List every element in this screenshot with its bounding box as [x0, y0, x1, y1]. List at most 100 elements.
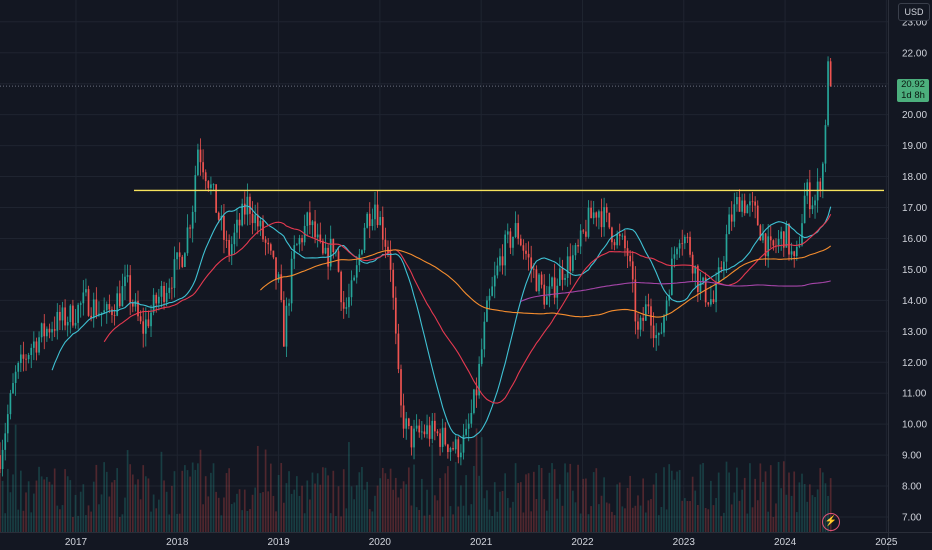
candle-body	[90, 315, 92, 319]
candle-body	[22, 354, 25, 359]
volume-bar	[184, 465, 186, 532]
price-tick-label: 13.00	[902, 327, 927, 338]
volume-bar	[181, 470, 184, 532]
volume-bar	[316, 473, 319, 532]
volume-bar	[376, 485, 379, 532]
candle-body	[329, 238, 332, 267]
time-tick-label: 2025	[875, 537, 898, 548]
candle-body	[77, 304, 79, 323]
volume-bar	[269, 463, 272, 532]
volume-bar	[644, 512, 647, 532]
volume-bar	[108, 496, 111, 532]
candle-body	[808, 182, 811, 210]
candle-body	[69, 305, 72, 323]
volume-bar	[436, 500, 439, 532]
volume-bar	[392, 489, 395, 532]
candle-body	[6, 414, 9, 434]
candle-body	[728, 214, 730, 235]
volume-bar	[522, 512, 525, 532]
volume-bar	[587, 514, 590, 532]
volume-bar	[277, 474, 280, 532]
candle-body	[829, 61, 832, 87]
candle-body	[12, 383, 14, 394]
candle-body	[275, 257, 277, 280]
candle-body	[715, 281, 717, 303]
candle-body	[184, 253, 186, 267]
lightning-icon[interactable]: ⚡	[822, 513, 840, 531]
candle-body	[176, 252, 178, 260]
candle-body	[35, 341, 38, 353]
volume-bar	[384, 473, 387, 532]
currency-button[interactable]: USD	[898, 3, 930, 21]
time-tick-label: 2020	[369, 537, 392, 548]
volume-bar	[595, 468, 598, 532]
volume-bar	[298, 495, 301, 532]
volume-bar	[79, 491, 82, 532]
volume-bar	[6, 468, 9, 532]
volume-bar	[681, 500, 684, 532]
volume-bar	[40, 476, 43, 532]
candle-body	[400, 369, 402, 406]
candle-body	[267, 242, 270, 245]
candle-body	[277, 274, 280, 280]
candle-body	[173, 259, 176, 288]
candle-body	[444, 427, 447, 445]
candle-body	[642, 317, 645, 321]
volume-bar	[642, 478, 645, 532]
volume-bar	[616, 484, 618, 532]
volume-bar	[236, 493, 238, 532]
volume-bar	[788, 472, 790, 532]
candle-body	[657, 333, 660, 336]
candle-body	[467, 423, 470, 429]
candle-body	[827, 61, 829, 126]
volume-bar	[585, 478, 587, 532]
candle-body	[233, 232, 236, 245]
volume-bar	[194, 469, 197, 532]
volume-bar	[134, 484, 137, 532]
volume-bar	[176, 513, 178, 532]
candle-body	[582, 230, 585, 232]
volume-bar	[368, 509, 371, 532]
volume-bar	[288, 471, 290, 532]
volume-bar	[704, 507, 707, 532]
candle-body	[181, 256, 184, 267]
candle-body	[165, 292, 168, 303]
volume-bar	[540, 467, 543, 532]
volume-bar	[462, 505, 465, 532]
volume-bar	[217, 497, 220, 532]
volume-bar	[457, 506, 460, 532]
candle-body	[426, 425, 428, 435]
candle-body	[251, 213, 254, 224]
candle-body	[819, 181, 822, 191]
candle-body	[389, 252, 392, 270]
volume-bar	[670, 470, 673, 532]
volume-bar	[655, 473, 658, 532]
candle-body	[137, 300, 139, 317]
volume-bar	[730, 504, 733, 532]
volume-bar	[90, 511, 92, 532]
candle-body	[767, 236, 770, 257]
candle-body	[678, 243, 681, 249]
volume-bar	[582, 478, 585, 532]
candle-body	[436, 431, 439, 434]
candle-body	[210, 184, 212, 189]
volume-bar	[759, 463, 762, 532]
candle-body	[793, 251, 796, 257]
candle-body	[144, 319, 147, 334]
volume-bar	[454, 462, 457, 532]
volume-bar	[561, 505, 564, 532]
candle-body	[243, 203, 246, 215]
candle-body	[803, 195, 806, 224]
candle-body	[262, 220, 264, 240]
candle-body	[191, 211, 194, 229]
candle-body	[228, 240, 230, 255]
volume-bar	[33, 493, 35, 532]
volume-bar	[824, 483, 827, 532]
volume-bar	[514, 463, 517, 532]
candle-body	[782, 231, 785, 248]
volume-bar	[25, 492, 27, 532]
volume-bar	[4, 513, 7, 532]
candle-body	[225, 239, 228, 241]
volume-bar	[551, 463, 553, 532]
